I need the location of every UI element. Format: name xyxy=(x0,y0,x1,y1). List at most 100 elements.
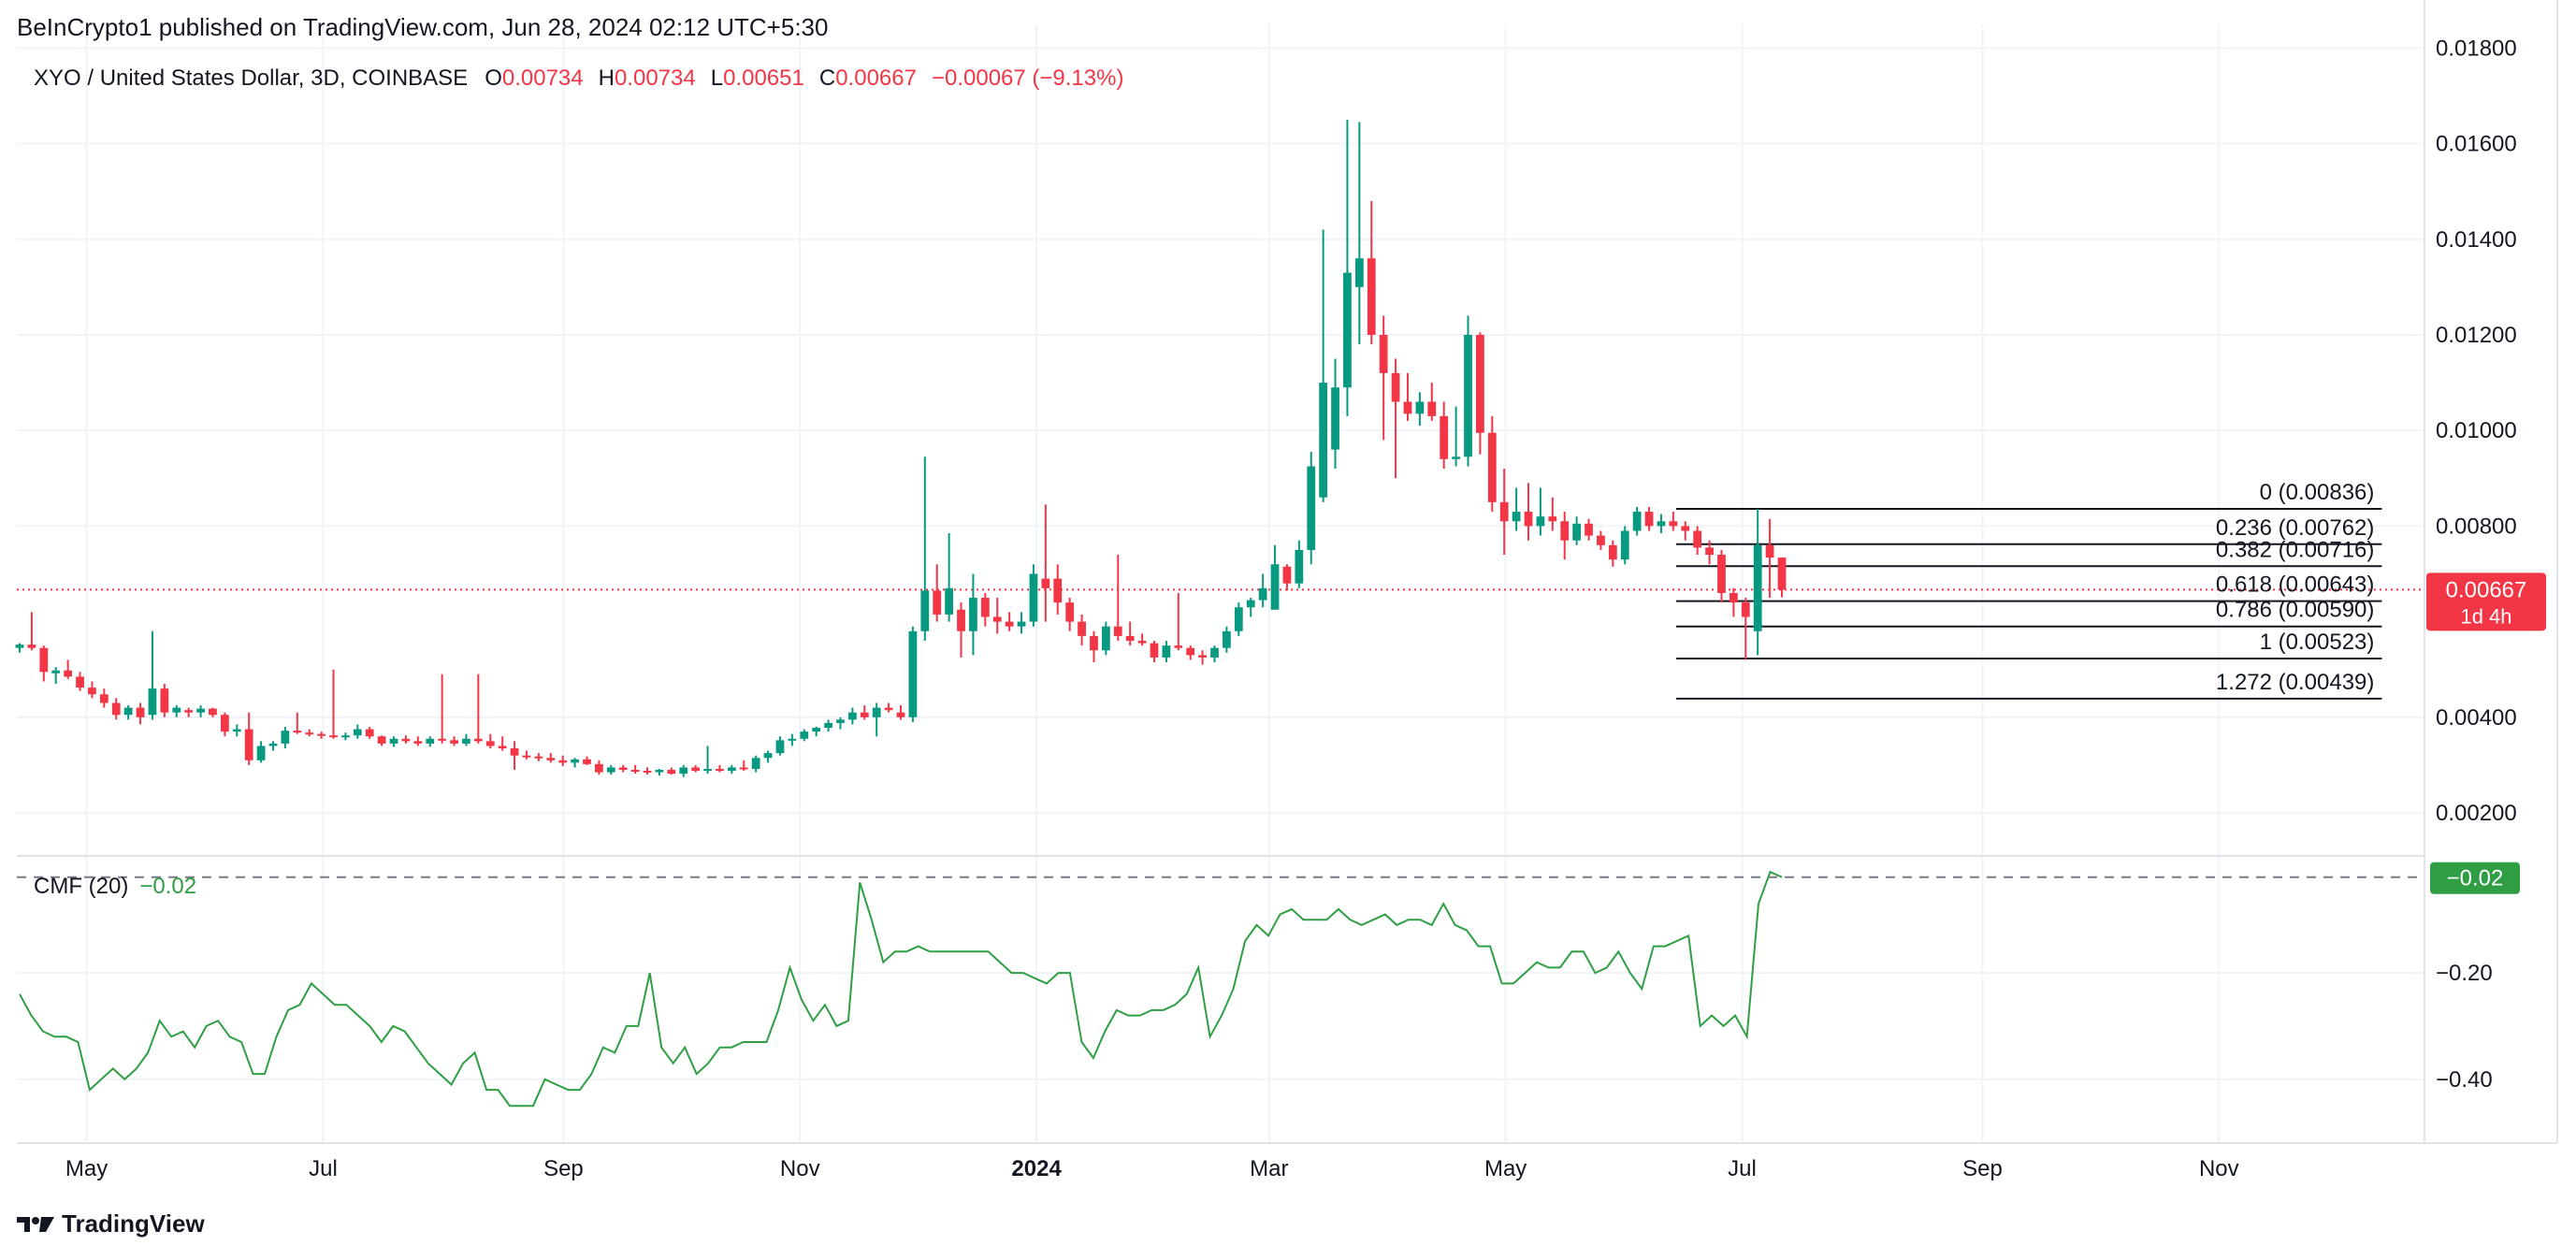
candle[interactable] xyxy=(1270,544,1280,610)
candle[interactable] xyxy=(1608,540,1617,567)
candle[interactable] xyxy=(896,705,905,720)
candle[interactable] xyxy=(763,750,773,763)
cmf-line[interactable] xyxy=(19,870,1783,1108)
candle[interactable] xyxy=(522,750,531,760)
candle[interactable] xyxy=(775,736,785,756)
candle[interactable] xyxy=(1487,415,1497,513)
candle[interactable] xyxy=(824,719,832,732)
candle[interactable] xyxy=(498,736,507,751)
candle[interactable] xyxy=(860,705,869,720)
candle[interactable] xyxy=(812,727,821,737)
candle[interactable] xyxy=(1101,621,1110,656)
candle[interactable] xyxy=(1597,530,1605,550)
candle[interactable] xyxy=(630,764,640,775)
candle[interactable] xyxy=(788,733,797,746)
candle[interactable] xyxy=(739,760,748,772)
candle[interactable] xyxy=(111,698,121,720)
candle[interactable] xyxy=(1765,518,1774,599)
candle[interactable] xyxy=(426,736,435,747)
tradingview-brand[interactable]: TradingView xyxy=(17,1209,205,1238)
candle[interactable] xyxy=(667,767,676,775)
candle[interactable] xyxy=(558,755,568,766)
candle[interactable] xyxy=(485,733,495,749)
candle[interactable] xyxy=(232,724,241,737)
candle[interactable] xyxy=(1150,641,1159,663)
candle[interactable] xyxy=(353,724,362,739)
candle[interactable] xyxy=(1379,315,1388,441)
candle[interactable] xyxy=(1560,512,1570,560)
candle[interactable] xyxy=(1090,630,1098,663)
candle[interactable] xyxy=(1415,392,1425,427)
candle[interactable] xyxy=(1499,469,1509,556)
candle[interactable] xyxy=(836,717,845,730)
candle[interactable] xyxy=(969,573,977,656)
candle[interactable] xyxy=(510,741,519,771)
candle[interactable] xyxy=(1572,516,1582,545)
candle[interactable] xyxy=(751,755,760,773)
candle[interactable] xyxy=(1585,518,1593,541)
candle[interactable] xyxy=(992,598,1002,634)
candle[interactable] xyxy=(1753,508,1762,656)
candle[interactable] xyxy=(1354,122,1364,345)
candle[interactable] xyxy=(546,753,556,763)
candle[interactable] xyxy=(196,705,205,717)
candle[interactable] xyxy=(1476,332,1484,455)
candle[interactable] xyxy=(1524,483,1533,541)
candle[interactable] xyxy=(1367,200,1376,345)
candle[interactable] xyxy=(389,736,398,747)
candle[interactable] xyxy=(1174,592,1183,651)
candle[interactable] xyxy=(1391,358,1400,479)
candle[interactable] xyxy=(1125,621,1135,646)
candle[interactable] xyxy=(1403,372,1412,421)
candle[interactable] xyxy=(160,684,169,717)
candle[interactable] xyxy=(1741,598,1750,660)
candle[interactable] xyxy=(473,673,483,744)
candle[interactable] xyxy=(1295,540,1304,588)
candle[interactable] xyxy=(920,456,930,642)
candle[interactable] xyxy=(1065,598,1075,631)
candle[interactable] xyxy=(220,712,229,737)
candle[interactable] xyxy=(606,764,615,775)
candle[interactable] xyxy=(51,667,61,685)
candle[interactable] xyxy=(872,702,881,737)
candle[interactable] xyxy=(462,733,470,746)
candle[interactable] xyxy=(1258,573,1267,608)
candle[interactable] xyxy=(908,626,918,722)
candle[interactable] xyxy=(268,741,278,751)
candle[interactable] xyxy=(15,643,24,653)
candle[interactable] xyxy=(1186,645,1195,660)
candle[interactable] xyxy=(27,612,36,651)
candle[interactable] xyxy=(1632,506,1642,536)
candle[interactable] xyxy=(1053,564,1063,615)
candle[interactable] xyxy=(365,727,374,739)
candle[interactable] xyxy=(305,729,314,737)
candle[interactable] xyxy=(716,764,724,773)
candle[interactable] xyxy=(884,702,893,713)
candle[interactable] xyxy=(1223,626,1231,653)
candle[interactable] xyxy=(377,735,386,746)
candle[interactable] xyxy=(655,768,664,776)
candle[interactable] xyxy=(76,672,84,691)
symbol-title[interactable]: XYO / United States Dollar, 3D, COINBASE xyxy=(34,65,469,91)
candle[interactable] xyxy=(1282,564,1292,591)
candle[interactable] xyxy=(1162,641,1171,663)
candle[interactable] xyxy=(1210,645,1219,663)
candle[interactable] xyxy=(256,741,266,763)
candle[interactable] xyxy=(800,729,809,742)
candle[interactable] xyxy=(64,659,73,679)
candle[interactable] xyxy=(293,712,302,734)
candle[interactable] xyxy=(945,533,954,622)
candle[interactable] xyxy=(172,705,181,717)
candle[interactable] xyxy=(1005,612,1014,631)
candle[interactable] xyxy=(184,707,194,717)
candle[interactable] xyxy=(1548,497,1557,531)
candle[interactable] xyxy=(1234,602,1243,636)
candle[interactable] xyxy=(413,736,423,746)
candle[interactable] xyxy=(595,760,603,775)
candle[interactable] xyxy=(1137,633,1147,646)
candle[interactable] xyxy=(401,735,411,744)
candle[interactable] xyxy=(1078,614,1086,646)
candle[interactable] xyxy=(1777,558,1787,598)
candle[interactable] xyxy=(1644,506,1654,531)
